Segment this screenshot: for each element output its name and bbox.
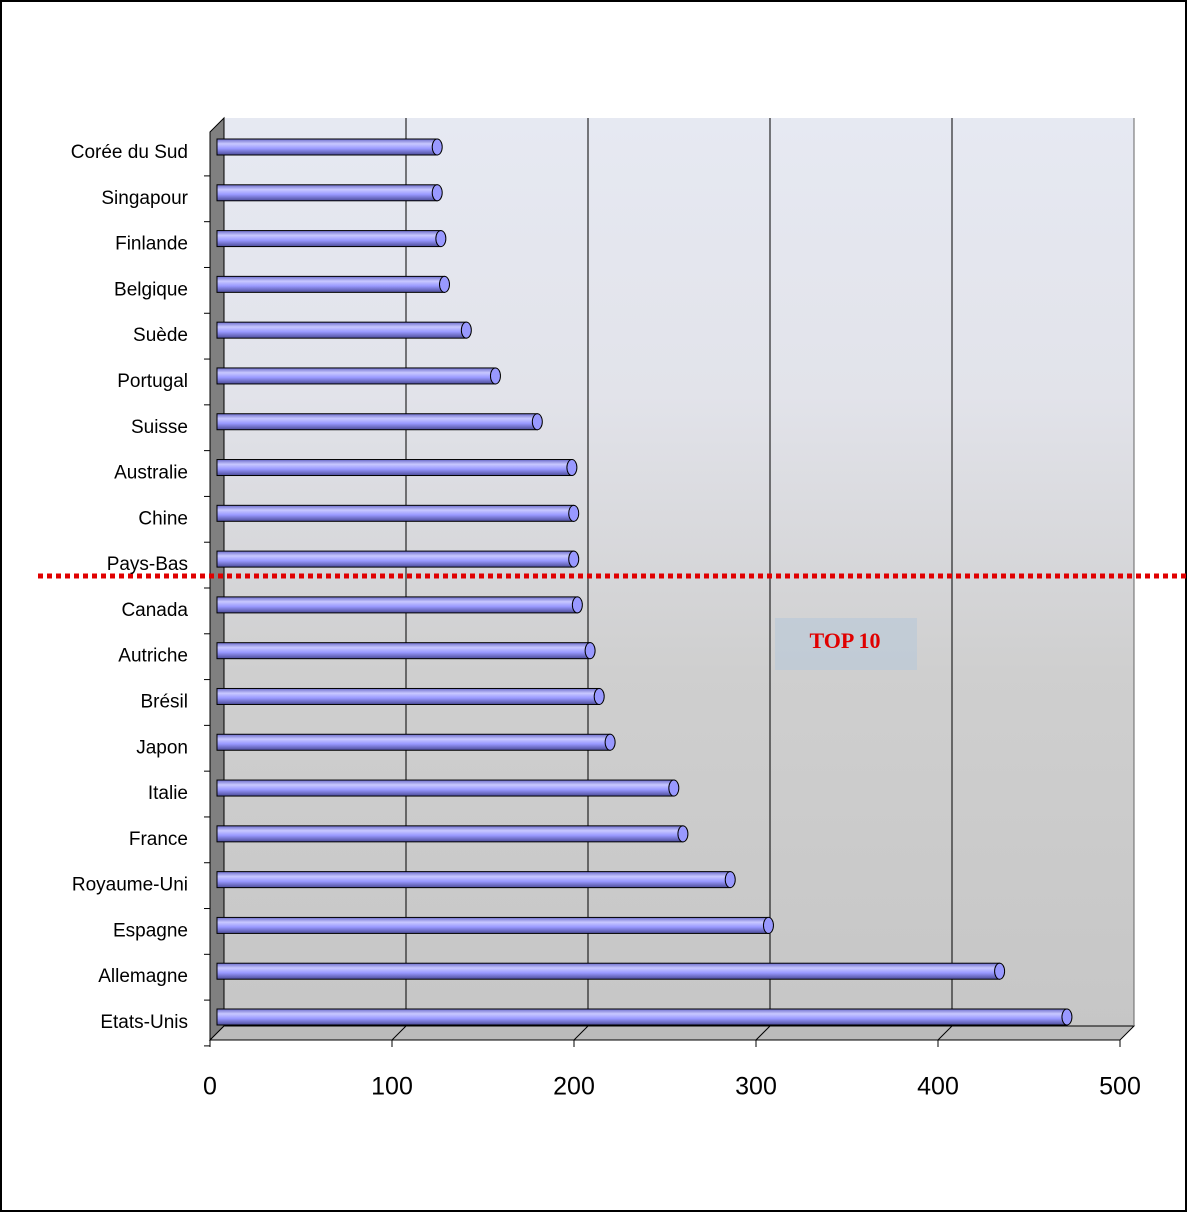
bar-cap	[677, 825, 689, 843]
grid-line-floor	[391, 1025, 407, 1041]
bar-cap	[439, 275, 450, 293]
x-tick-label: 500	[1099, 1073, 1141, 1101]
bar	[216, 230, 442, 248]
bar-cap	[568, 504, 580, 522]
bar-cap	[724, 871, 736, 889]
bar	[216, 504, 575, 522]
bar-cap	[762, 916, 774, 934]
annotation: TOP 10	[809, 628, 880, 653]
bar-cap	[489, 367, 501, 385]
y-tick-label: Portugal	[117, 371, 188, 392]
bar-cap	[584, 642, 596, 660]
x-tick-label: 400	[917, 1073, 959, 1101]
y-tick-label: Suède	[133, 325, 188, 346]
bar	[216, 275, 445, 293]
bar	[216, 367, 496, 385]
bar-cap	[571, 596, 583, 614]
y-tick-label: Japon	[136, 737, 188, 758]
bar	[216, 642, 591, 660]
bar-cap	[568, 550, 580, 568]
bar	[216, 550, 575, 568]
bar-cap	[593, 687, 605, 705]
y-tick-label: France	[129, 829, 188, 850]
bar	[216, 916, 769, 934]
bar-cap	[566, 459, 578, 477]
bar	[216, 825, 684, 843]
plot-area	[210, 118, 1134, 1040]
bar-cap	[531, 413, 543, 431]
bar	[216, 871, 731, 889]
x-tick-label: 200	[553, 1073, 595, 1101]
y-tick-label: Finlande	[115, 234, 188, 255]
bar	[216, 1008, 1068, 1026]
y-tick-label: Chine	[138, 508, 188, 529]
bar	[216, 962, 1001, 980]
y-tick-label: Italie	[148, 783, 188, 804]
y-tick-label: Belgique	[114, 279, 188, 300]
side-wall	[209, 116, 225, 1042]
grid-line-floor	[573, 1025, 589, 1041]
y-tick-label: Royaume-Uni	[72, 875, 188, 896]
bar-cap	[994, 962, 1006, 980]
bar-cap	[668, 779, 680, 797]
bar-cap	[431, 184, 443, 202]
floor	[208, 1025, 1136, 1041]
y-tick-label: Australie	[114, 463, 188, 484]
x-tick-label: 0	[203, 1073, 217, 1101]
bar-cap	[460, 321, 472, 339]
y-tick-label: Corée du Sud	[71, 142, 188, 163]
y-tick-label: Etats-Unis	[100, 1012, 188, 1033]
bar-cap	[604, 733, 616, 751]
annotation-box	[775, 618, 917, 670]
bar	[216, 184, 438, 202]
bar	[216, 596, 578, 614]
bar-cap	[1061, 1008, 1073, 1026]
bar-cap	[435, 230, 447, 248]
bars	[216, 138, 1073, 1026]
bar	[216, 733, 611, 751]
y-tick-label: Autriche	[118, 646, 188, 667]
bar	[216, 687, 600, 705]
y-tick-label: Espagne	[113, 920, 188, 941]
x-tick-label: 300	[735, 1073, 777, 1101]
y-tick-label: Allemagne	[98, 966, 188, 987]
bar	[216, 138, 438, 156]
y-tick-label: Singapour	[101, 188, 188, 209]
grid-line-floor	[937, 1025, 953, 1041]
bar	[216, 779, 675, 797]
bar	[216, 413, 538, 431]
bar-cap	[431, 138, 443, 156]
bar	[216, 459, 573, 477]
y-tick-label: Brésil	[140, 691, 188, 712]
grid-line-floor	[755, 1025, 771, 1041]
y-tick-label: Canada	[121, 600, 188, 621]
x-tick-label: 100	[371, 1073, 413, 1101]
y-tick-label: Pays-Bas	[107, 554, 188, 575]
y-tick-label: Suisse	[131, 417, 188, 438]
bar	[216, 321, 467, 339]
